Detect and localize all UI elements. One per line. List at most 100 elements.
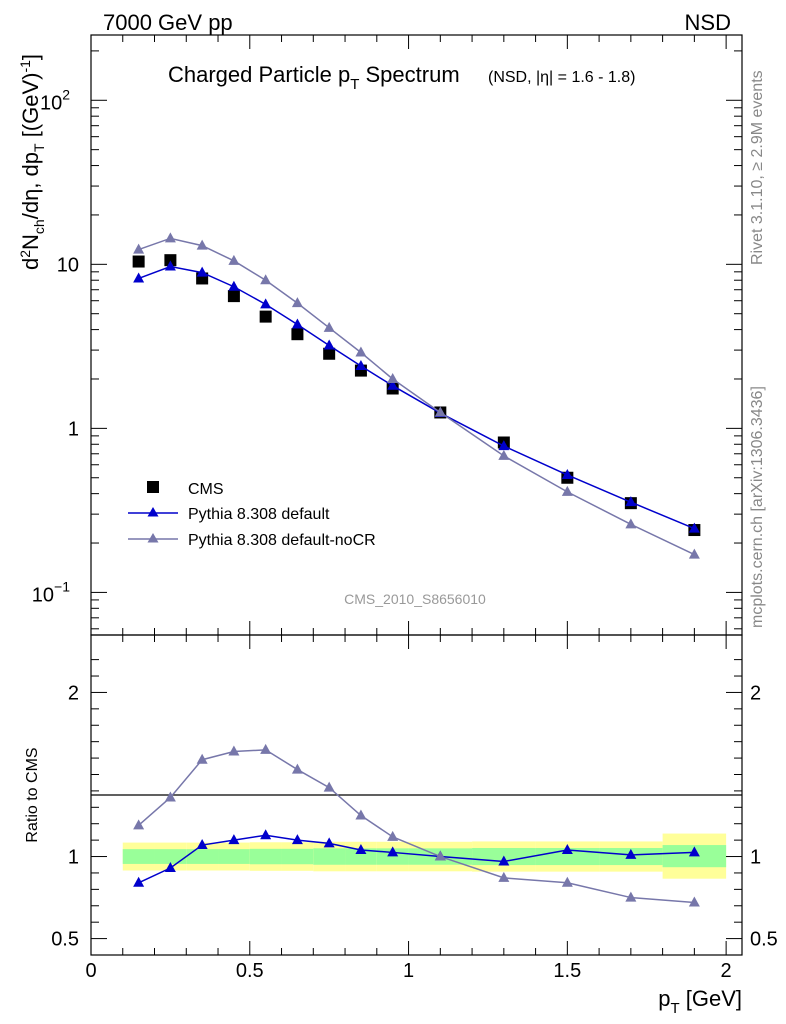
data-point — [164, 232, 176, 243]
ratio-point — [164, 862, 176, 873]
data-point — [355, 359, 367, 370]
ratio-point — [291, 763, 303, 774]
data-point — [133, 243, 145, 254]
data-point — [196, 266, 208, 277]
ratio-point — [434, 850, 446, 861]
ratio-y-tick-label-right: 1 — [750, 847, 761, 869]
data-point — [688, 548, 700, 559]
ratio-point — [355, 843, 367, 854]
main-y-tick-label: 1 — [68, 418, 79, 440]
ratio-point — [355, 809, 367, 820]
ratio-point — [196, 839, 208, 850]
data-point — [434, 406, 446, 417]
uncertainty-band-stat — [186, 849, 219, 864]
data-point — [228, 280, 240, 291]
ratio-panel-frame — [90, 634, 743, 956]
data-point — [164, 260, 176, 271]
ratio-point — [688, 846, 700, 857]
data-point — [132, 255, 145, 268]
ratio-point — [196, 753, 208, 764]
mcplots-reference-text: mcplots.cern.ch [arXiv:1306.3436] — [749, 386, 766, 628]
uncertainty-band-stat — [345, 848, 377, 865]
ratio-point — [133, 876, 145, 887]
main-title-qualifier: (NSD, |η| = 1.6 - 1.8) — [488, 69, 635, 86]
uncertainty-band-stat — [313, 848, 346, 865]
ratio-point — [561, 876, 573, 887]
ratio-y-tick-label: 2 — [68, 682, 79, 704]
ratio-point — [387, 830, 399, 841]
x-tick-label: 0.5 — [236, 960, 264, 982]
legend-label-nocr: Pythia 8.308 default-noCR — [188, 532, 376, 549]
legend-label-cms: CMS — [188, 481, 224, 498]
legend-marker-nocr — [147, 533, 159, 543]
series-pythia-8-308-default — [133, 260, 700, 533]
data-point — [260, 298, 272, 309]
ratio-point — [387, 846, 399, 857]
main-y-axis-label: d2Nch/dη, dpT [(GeV)-1] — [17, 54, 47, 270]
data-point — [561, 468, 573, 479]
ratio-point — [260, 743, 272, 754]
ratio-point — [291, 834, 303, 845]
ratio-point — [498, 855, 510, 866]
ratio-line-pythia-8-308-default — [138, 834, 695, 884]
data-point — [561, 485, 573, 496]
x-tick-label: 2 — [721, 960, 732, 982]
uncertainty-band-stat — [122, 849, 155, 864]
data-point — [387, 379, 399, 390]
header-right-text: NSD — [685, 10, 731, 35]
series-pythia-8-308-default-nocr — [133, 232, 700, 559]
ratio-point — [133, 819, 145, 830]
rivet-version-text: Rivet 3.1.10, ≥ 2.9M events — [749, 70, 766, 265]
series-line-pythia-8-308-default — [138, 265, 695, 530]
data-point — [688, 522, 700, 533]
ratio-point — [164, 791, 176, 802]
legend-label-default: Pythia 8.308 default — [188, 506, 330, 523]
analysis-watermark: CMS_2010_S8656010 — [344, 591, 486, 607]
ratio-point — [323, 781, 335, 792]
x-axis-label: pT [GeV] — [658, 986, 742, 1017]
data-point — [164, 254, 177, 267]
data-point — [498, 449, 510, 460]
data-point — [196, 239, 208, 250]
data-point — [323, 347, 336, 360]
ratio-point — [228, 745, 240, 756]
main-y-tick-label: 10 — [57, 254, 79, 276]
data-point — [291, 318, 303, 329]
series-line-pythia-8-308-default-nocr — [138, 237, 695, 556]
data-point — [259, 310, 272, 323]
legend: CMS Pythia 8.308 default Pythia 8.308 de… — [128, 481, 376, 549]
data-point — [227, 290, 240, 303]
data-point — [625, 518, 637, 529]
ratio-point — [625, 891, 637, 902]
ratio-series-pythia-8-308-default-nocr — [133, 743, 700, 907]
ratio-point — [228, 834, 240, 845]
data-point — [387, 372, 399, 383]
data-point — [625, 496, 637, 507]
data-point — [133, 272, 145, 283]
ratio-y-tick-label-right: 2 — [750, 682, 761, 704]
data-point — [291, 297, 303, 308]
x-tick-label: 1.5 — [553, 960, 581, 982]
x-tick-label: 0 — [85, 960, 96, 982]
ratio-point — [260, 829, 272, 840]
ratio-y-axis-label: Ratio to CMS — [24, 747, 41, 842]
data-point — [260, 274, 272, 285]
data-point — [291, 328, 304, 341]
main-y-tick-label: 102 — [40, 86, 70, 114]
ratio-panel: 0 0.5 1 1.5 2 0.5 0.5 1 1 2 2 Ratio to CMS pT [GeV… — [24, 634, 778, 1017]
main-title: Charged Particle pT Spectrum — [168, 62, 460, 93]
uncertainty-band-stat — [218, 849, 250, 864]
data-point — [355, 346, 367, 357]
ratio-point — [625, 848, 637, 859]
ratio-y-tick-label: 1 — [68, 847, 79, 869]
uncertainty-band-stat — [249, 848, 282, 865]
data-point — [323, 321, 335, 332]
legend-marker-cms — [147, 481, 159, 493]
ratio-point — [561, 843, 573, 854]
legend-marker-default — [147, 507, 159, 517]
ratio-point — [498, 871, 510, 882]
data-point — [498, 440, 510, 451]
ratio-point — [688, 896, 700, 907]
